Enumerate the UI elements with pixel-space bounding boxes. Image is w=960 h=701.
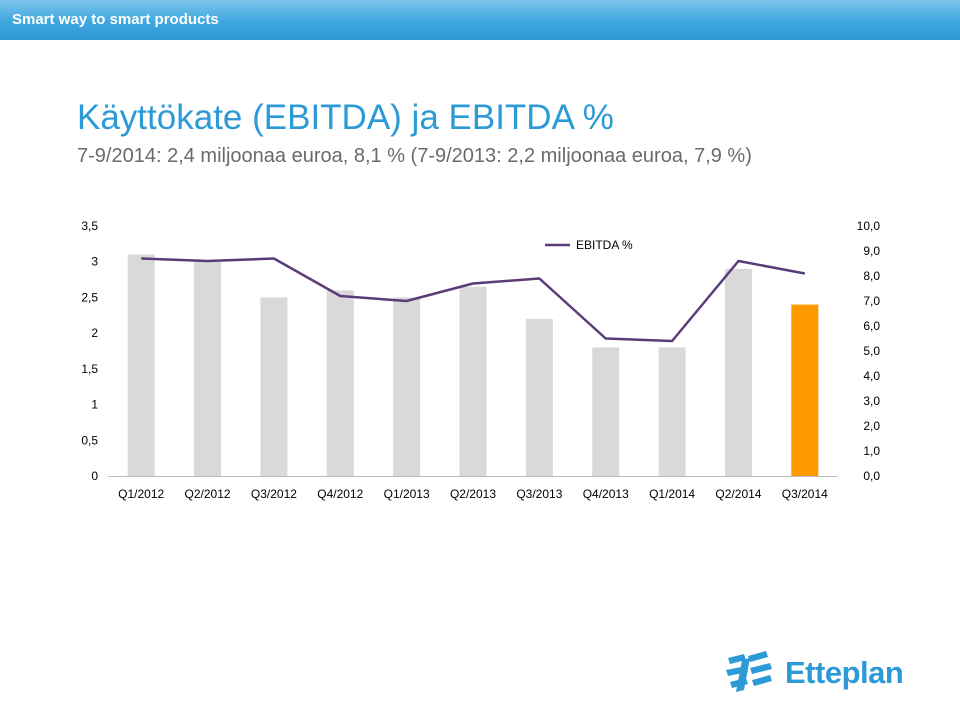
slide-title: Käyttökate (EBITDA) ja EBITDA % <box>77 98 614 137</box>
y-left-tick-label: 1,5 <box>81 362 98 376</box>
bar-Q1/2012 <box>127 254 155 476</box>
bar-Q3/2012 <box>260 297 288 476</box>
y-right-tick-label: 1,0 <box>863 444 880 458</box>
line-ebitda-percent <box>141 257 806 343</box>
x-tick-label: Q2/2013 <box>450 487 496 501</box>
x-tick-label: Q1/2014 <box>649 487 695 501</box>
bar-Q4/2012 <box>326 290 354 476</box>
etteplan-logo: Etteplan <box>722 648 937 696</box>
x-tick-label: Q1/2013 <box>384 487 430 501</box>
bar-Q3/2013 <box>525 318 553 476</box>
bar-Q4/2013 <box>592 347 620 476</box>
top-banner: Smart way to smart products <box>0 0 960 40</box>
bar-Q2/2013 <box>459 286 487 476</box>
bar-Q1/2013 <box>393 297 421 476</box>
ebitda-chart: Q1/2012 Q2/2012 Q3/2012 Q4/2012 Q1/2013 Q2/20… <box>81 219 881 501</box>
y-right-tick-label: 9,0 <box>863 244 880 258</box>
bar-Q2/2012 <box>194 261 222 476</box>
bar-Q1/2014 <box>658 347 686 476</box>
y-right-tick-label: 6,0 <box>863 319 880 333</box>
y-right-tick-label: 0,0 <box>863 469 880 483</box>
bar-Q2/2014 <box>724 268 752 476</box>
y-left-tick-label: 1 <box>91 398 98 412</box>
logo-text: Etteplan <box>785 655 904 690</box>
y-left-tick-label: 2 <box>91 326 98 340</box>
y-left-tick-label: 3,5 <box>81 219 98 233</box>
x-tick-label: Q4/2012 <box>317 487 363 501</box>
y-right-tick-label: 3,0 <box>863 394 880 408</box>
y-right-tick-label: 10,0 <box>857 219 881 233</box>
y-left-tick-label: 2,5 <box>81 290 98 304</box>
x-tick-label: Q4/2013 <box>583 487 629 501</box>
x-tick-label: Q3/2014 <box>782 487 828 501</box>
y-right-tick-label: 8,0 <box>863 269 880 283</box>
y-right-tick-label: 2,0 <box>863 419 880 433</box>
y-left-tick-label: 3 <box>91 255 98 269</box>
y-right-tick-label: 5,0 <box>863 344 880 358</box>
legend-label: EBITDA % <box>576 238 633 252</box>
x-tick-label: Q2/2014 <box>715 487 761 501</box>
etteplan-logo-mark-icon <box>726 651 772 692</box>
y-right-tick-label: 4,0 <box>863 369 880 383</box>
x-tick-label: Q2/2012 <box>185 487 231 501</box>
slide-subtitle: 7-9/2014: 2,4 miljoonaa euroa, 8,1 % (7-… <box>77 145 752 167</box>
x-tick-label: Q1/2012 <box>118 487 164 501</box>
y-right-tick-label: 7,0 <box>863 294 880 308</box>
y-left-tick-label: 0,5 <box>81 433 98 447</box>
bar-Q3/2014 <box>791 304 819 476</box>
x-tick-label: Q3/2013 <box>516 487 562 501</box>
y-left-tick-label: 0 <box>91 469 98 483</box>
x-tick-label: Q3/2012 <box>251 487 297 501</box>
banner-text: Smart way to smart products <box>12 11 219 28</box>
